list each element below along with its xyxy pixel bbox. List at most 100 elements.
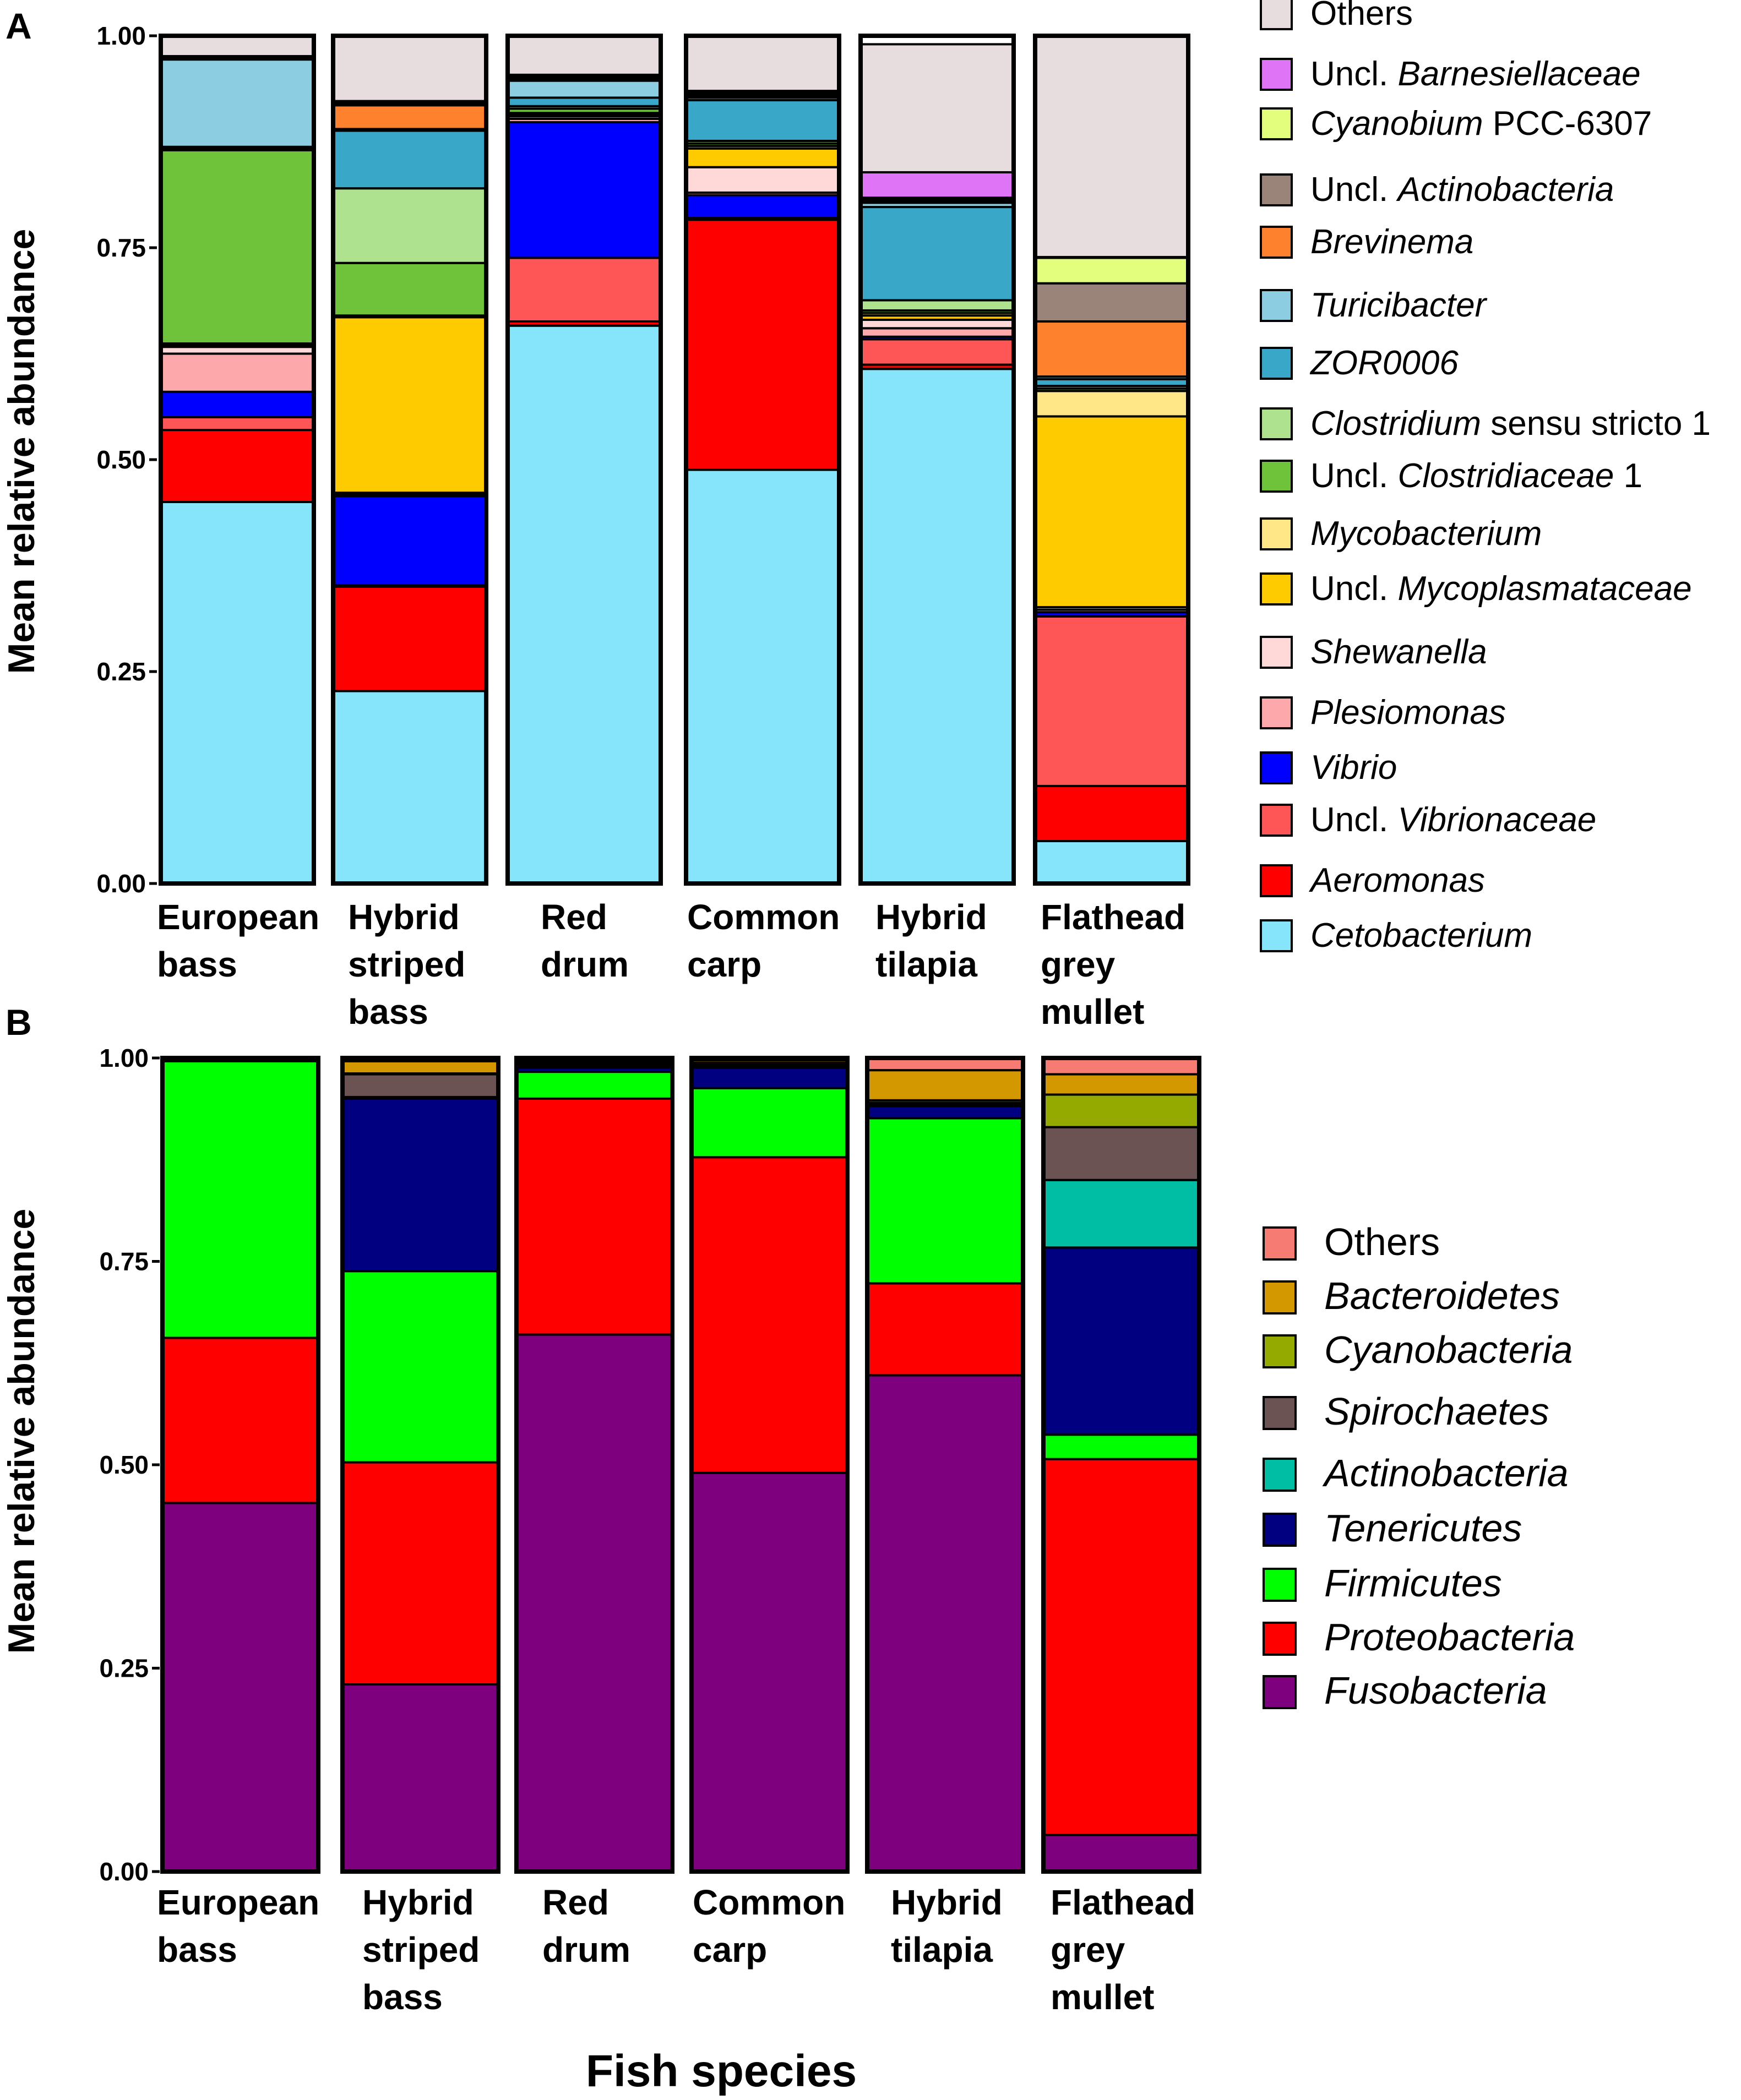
panel-a-bar-segment-common-carp-uncl-mycoplasmataceae: [685, 147, 840, 168]
panel-a-legend-label-mycobacterium: Mycobacterium: [1310, 515, 1542, 553]
panel-a-legend-label-clostridium-sensu-stricto-1: Clostridium sensu stricto 1: [1310, 405, 1711, 443]
panel-a-legend-swatch-uncl-barnesiellaceae: [1260, 58, 1293, 91]
panel-b-bar-outline-hybrid-tilapia: [865, 1056, 1025, 1874]
panel-a-bar-segment-common-carp-others: [685, 35, 840, 92]
panel-a-category-label-common-carp: Common carp: [687, 897, 840, 984]
panel-b-y-axis-title: Mean relative abundance: [1, 1209, 42, 1654]
panel-a-bar-segment-european-bass-uncl-clostridiaceae-1: [160, 149, 315, 345]
panel-b-y-tick-label: 0.75: [99, 1247, 149, 1276]
panel-b-legend-label-spirochaetes: Spirochaetes: [1324, 1390, 1549, 1433]
panel-b-legend-label-actinobacteria: Actinobacteria: [1322, 1452, 1569, 1494]
panel-b-category-label-hybrid-tilapia: Hybrid tilapia: [891, 1883, 1003, 1970]
panel-a-legend-swatch-clostridium-sensu-stricto-1: [1260, 407, 1293, 440]
panel-b-y-tick-label: 0.00: [99, 1857, 149, 1886]
panel-b-bar-segment-hybrid-striped-bass-bacteroidetes: [341, 1060, 499, 1075]
panel-b-bar-segment-hybrid-striped-bass-spirochaetes: [341, 1073, 499, 1098]
panel-a-bar-segment-hybrid-striped-bass-uncl-clostridiaceae-1: [332, 261, 487, 317]
panel-a-bar-segment-flathead-grey-mullet-uncl-actinobacteria: [1034, 282, 1189, 323]
panel-b-y-tick-label: 0.25: [99, 1654, 149, 1683]
panel-a-bar-outline-hybrid-tilapia: [858, 34, 1016, 886]
panel-a-legend-label-uncl-clostridiaceae-1: Uncl. Clostridiaceae 1: [1310, 457, 1642, 495]
panel-a-y-tick-label: 1.00: [96, 21, 146, 50]
panel-b-legend-label-fusobacteria: Fusobacteria: [1324, 1669, 1547, 1712]
panel-a-bar-segment-flathead-grey-mullet-others: [1034, 35, 1189, 258]
panel-a-chart: 0.00 0.25 0.50 0.75 1.00 European bass Hybrid st…: [96, 0, 1711, 1032]
panel-a-legend-item-uncl-mycoplasmataceae: Uncl. Mycoplasmataceae: [1260, 570, 1692, 608]
panel-b-bar-segment-flathead-grey-mullet-others: [1042, 1057, 1200, 1076]
panel-a-legend-item-mycobacterium: Mycobacterium: [1260, 515, 1542, 553]
panel-a-legend-item-cetobacterium: Cetobacterium: [1260, 917, 1532, 954]
panel-b-legend-label-bacteroidetes: Bacteroidetes: [1324, 1274, 1560, 1317]
panel-b-bar-segment-hybrid-striped-bass-firmicutes: [341, 1270, 499, 1464]
panel-a-legend-swatch-uncl-actinobacteria: [1260, 173, 1293, 206]
panel-b-legend-label-firmicutes: Firmicutes: [1324, 1562, 1502, 1605]
panel-a-legend-label-uncl-vibrionaceae: Uncl. Vibrionaceae: [1310, 801, 1596, 839]
panel-a-bar-segment-common-carp-aeromonas: [685, 219, 840, 471]
panel-a-bar-segment-common-carp-cetobacterium: [685, 468, 840, 885]
panel-a-legend-label-aeromonas: Aeromonas: [1308, 861, 1485, 899]
panel-b-bar-segment-hybrid-tilapia-fusobacteria: [866, 1374, 1024, 1873]
panel-a-legend-label-turicibacter: Turicibacter: [1310, 286, 1488, 324]
panel-b-bar-segment-flathead-grey-mullet-tenericutes: [1042, 1246, 1200, 1436]
panel-a-bar-segment-hybrid-tilapia-plesiomonas: [859, 327, 1015, 338]
panel-a-bar-segment-hybrid-tilapia-shewanella: [859, 318, 1015, 330]
panel-a-bar-segment-hybrid-striped-bass-cetobacterium: [332, 690, 487, 885]
panel-a-bar-segment-red-drum-cetobacterium: [507, 324, 662, 885]
panel-a-legend-swatch-cyanobium-pcc-6307: [1260, 107, 1293, 140]
panel-a-legend-swatch-zor0006: [1260, 347, 1293, 380]
panel-a-legend-swatch-turicibacter: [1260, 289, 1293, 322]
panel-b-legend-item-bacteroidetes: Bacteroidetes: [1263, 1274, 1560, 1317]
panel-b-bar-outline-flathead-grey-mullet: [1041, 1056, 1201, 1874]
panel-a-legend-swatch-vibrio: [1260, 751, 1293, 784]
panel-b-category-label-flathead-grey-mullet: Flathead grey mullet: [1051, 1883, 1195, 2017]
panel-a-y-tick-label: 0.25: [96, 657, 146, 686]
panel-a-bar-segment-hybrid-striped-bass-zor0006: [332, 129, 487, 190]
panel-b-legend-swatch-tenericutes: [1263, 1513, 1297, 1547]
panel-b-chart: 0.00 0.25 0.50 0.75 1.00 European bass Hybrid st…: [99, 1044, 1575, 2017]
panel-a-legend-item-vibrio: Vibrio: [1260, 749, 1397, 787]
panel-a-legend-item-uncl-clostridiaceae-1: Uncl. Clostridiaceae 1: [1260, 457, 1642, 495]
panel-a-bar-segment-hybrid-striped-bass-brevinema: [332, 104, 487, 130]
panel-a-bar-segment-red-drum-uncl-vibrionaceae: [507, 257, 662, 323]
panel-b-bar-segment-european-bass-firmicutes: [161, 1060, 319, 1339]
panel-a-bar-outline-flathead-grey-mullet: [1033, 34, 1190, 886]
panel-b-bar-segment-flathead-grey-mullet-firmicutes: [1042, 1433, 1200, 1460]
panel-b-bar-segment-hybrid-striped-bass-proteobacteria: [341, 1461, 499, 1686]
panel-a-bar-segment-flathead-grey-mullet-mycobacterium: [1034, 390, 1189, 418]
panel-b-legend-label-proteobacteria: Proteobacteria: [1324, 1616, 1575, 1659]
panel-b-bar-segment-hybrid-tilapia-tenericutes: [866, 1105, 1024, 1120]
panel-a-letter: A: [6, 6, 32, 46]
panel-a-legend-label-plesiomonas: Plesiomonas: [1310, 694, 1506, 732]
panel-a-bar-segment-flathead-grey-mullet-uncl-vibrionaceae: [1034, 615, 1189, 787]
panel-b-category-label-red-drum: Red drum: [542, 1883, 630, 1970]
panel-a-category-label-red-drum: Red drum: [541, 897, 629, 984]
panel-b-bar-segment-flathead-grey-mullet-actinobacteria: [1042, 1179, 1200, 1249]
panel-a-legend-item-clostridium-sensu-stricto-1: Clostridium sensu stricto 1: [1260, 405, 1711, 443]
panel-b-bar-segment-european-bass-proteobacteria: [161, 1337, 319, 1504]
panel-a-bar-segment-hybrid-striped-bass-clostridium-sensu-stricto-1: [332, 187, 487, 264]
panel-a-legend-label-zor0006: ZOR0006: [1309, 344, 1459, 382]
panel-b-legend-item-spirochaetes: Spirochaetes: [1263, 1390, 1549, 1433]
panel-b-bar-segment-hybrid-striped-bass-fusobacteria: [341, 1683, 499, 1873]
panel-a-legend-item-aeromonas: Aeromonas: [1260, 861, 1485, 899]
panel-a-bar-segment-red-drum-others: [507, 35, 662, 76]
panel-a-bar-segment-flathead-grey-mullet-aeromonas: [1034, 784, 1189, 843]
panel-b-category-label-european-bass: European bass: [157, 1883, 319, 1970]
panel-a-legend-item-plesiomonas: Plesiomonas: [1260, 694, 1506, 732]
panel-a-legend-item-others: Others: [1260, 0, 1413, 32]
panel-a-bar-segment-european-bass-turicibacter: [160, 58, 315, 148]
panel-a-bar-segment-common-carp-vibrio: [685, 194, 840, 220]
panel-a-bar-segment-common-carp-shewanella: [685, 166, 840, 194]
panel-a-category-label-hybrid-striped-bass: Hybrid striped bass: [348, 897, 465, 1032]
panel-a-legend-item-uncl-barnesiellaceae: Uncl. Barnesiellaceae: [1260, 55, 1641, 93]
panel-a-bar-segment-hybrid-striped-bass-others: [332, 35, 487, 102]
panel-a-legend-label-others: Others: [1310, 0, 1413, 32]
panel-a-legend-item-uncl-actinobacteria: Uncl. Actinobacteria: [1260, 171, 1614, 209]
panel-b-bar-segment-flathead-grey-mullet-fusobacteria: [1042, 1834, 1200, 1873]
panel-a-legend-item-uncl-vibrionaceae: Uncl. Vibrionaceae: [1260, 801, 1596, 839]
panel-b-category-label-common-carp: Common carp: [693, 1883, 845, 1970]
panel-a-legend-label-uncl-actinobacteria: Uncl. Actinobacteria: [1310, 171, 1614, 209]
panel-a-legend-swatch-mycobacterium: [1260, 517, 1293, 550]
panel-a-legend-label-uncl-mycoplasmataceae: Uncl. Mycoplasmataceae: [1310, 570, 1692, 608]
panel-a-y-axis-title: Mean relative abundance: [1, 229, 42, 674]
